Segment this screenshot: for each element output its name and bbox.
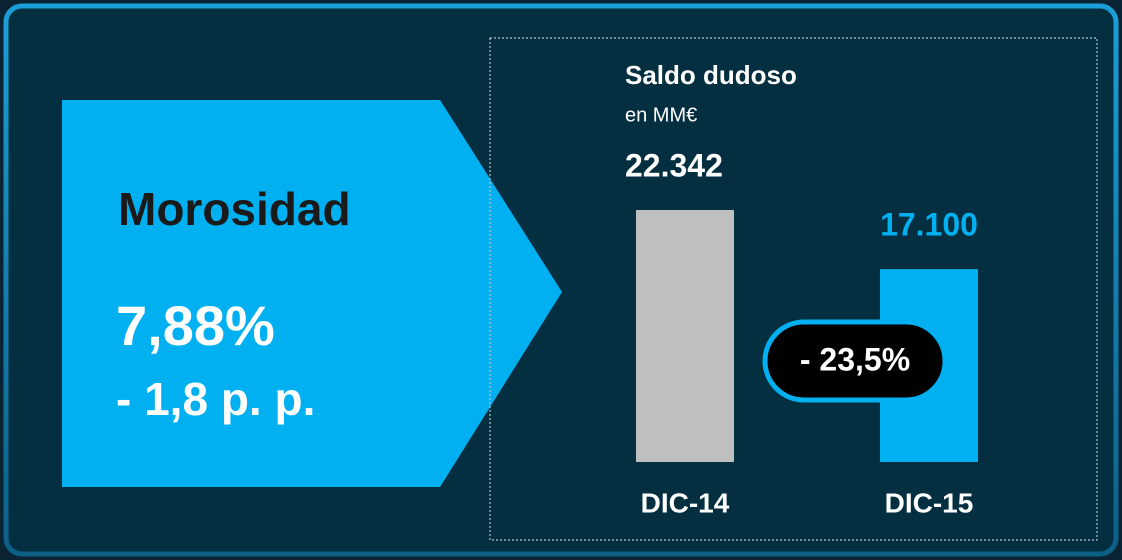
category-label: DIC-14	[641, 487, 730, 518]
bars: 22.342 DIC-14 17.100 DIC-15	[625, 147, 978, 518]
chart-box	[489, 37, 1098, 541]
value-label: 22.342	[625, 147, 723, 183]
bar	[636, 210, 734, 462]
value-label: 17.100	[880, 207, 978, 243]
panel-change: - 1,8 p. p.	[116, 373, 315, 425]
category-label: DIC-15	[885, 487, 974, 518]
arrow-panel	[62, 100, 562, 487]
chart-subtitle: en MM€	[625, 104, 697, 126]
annotation-pill	[762, 319, 948, 403]
annotation: - 23,5%	[800, 341, 910, 377]
panel-value: 7,88%	[116, 294, 275, 357]
chart-title: Saldo dudoso	[625, 60, 797, 90]
panel-title: Morosidad	[118, 183, 351, 235]
